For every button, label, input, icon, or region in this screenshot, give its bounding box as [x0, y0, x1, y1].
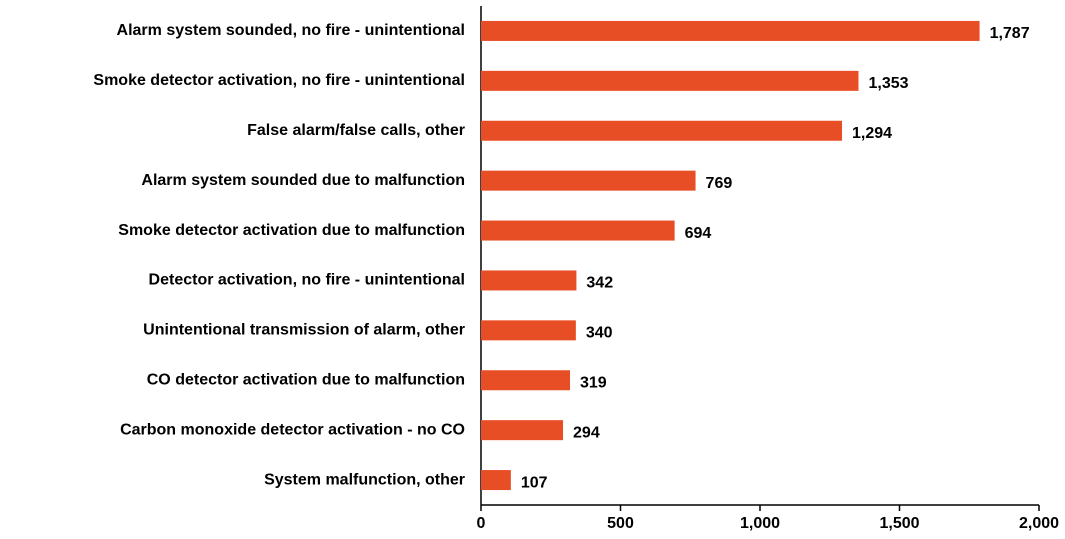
value-label: 1,353: [868, 75, 908, 92]
x-tick-label: 1,500: [879, 515, 919, 532]
x-tick-label: 1,000: [740, 515, 780, 532]
y-tick-label: Carbon monoxide detector activation - no…: [120, 421, 465, 438]
y-tick-label: False alarm/false calls, other: [247, 122, 465, 139]
bar: [481, 120, 843, 141]
y-tick-label: CO detector activation due to malfunctio…: [147, 371, 465, 388]
x-tick-label: 0: [477, 515, 486, 532]
bar: [481, 420, 564, 441]
value-label: 1,787: [990, 25, 1030, 42]
y-tick-label: Detector activation, no fire - unintenti…: [149, 272, 465, 289]
bar: [481, 220, 675, 241]
value-label: 319: [580, 374, 607, 391]
bar: [481, 270, 577, 291]
value-label: 1,294: [852, 125, 892, 142]
value-label: 107: [521, 474, 548, 491]
y-tick-label: Alarm system sounded, no fire - unintent…: [117, 22, 465, 39]
y-tick-label: Smoke detector activation, no fire - uni…: [93, 72, 465, 89]
bar: [481, 370, 571, 391]
bar: [481, 70, 859, 91]
bar: [481, 170, 696, 191]
bar: [481, 320, 576, 341]
x-tick-label: 2,000: [1019, 515, 1059, 532]
bar: [481, 20, 980, 41]
y-tick-label: Smoke detector activation due to malfunc…: [118, 222, 465, 239]
value-label: 340: [586, 325, 613, 342]
value-label: 342: [586, 275, 613, 292]
value-label: 769: [706, 175, 733, 192]
x-tick-label: 500: [607, 515, 634, 532]
y-tick-label: Unintentional transmission of alarm, oth…: [143, 322, 465, 339]
y-tick-label: System malfunction, other: [264, 471, 465, 488]
bar: [481, 470, 511, 491]
value-label: 694: [685, 225, 712, 242]
value-label: 294: [573, 424, 600, 441]
y-tick-label: Alarm system sounded due to malfunction: [141, 172, 465, 189]
